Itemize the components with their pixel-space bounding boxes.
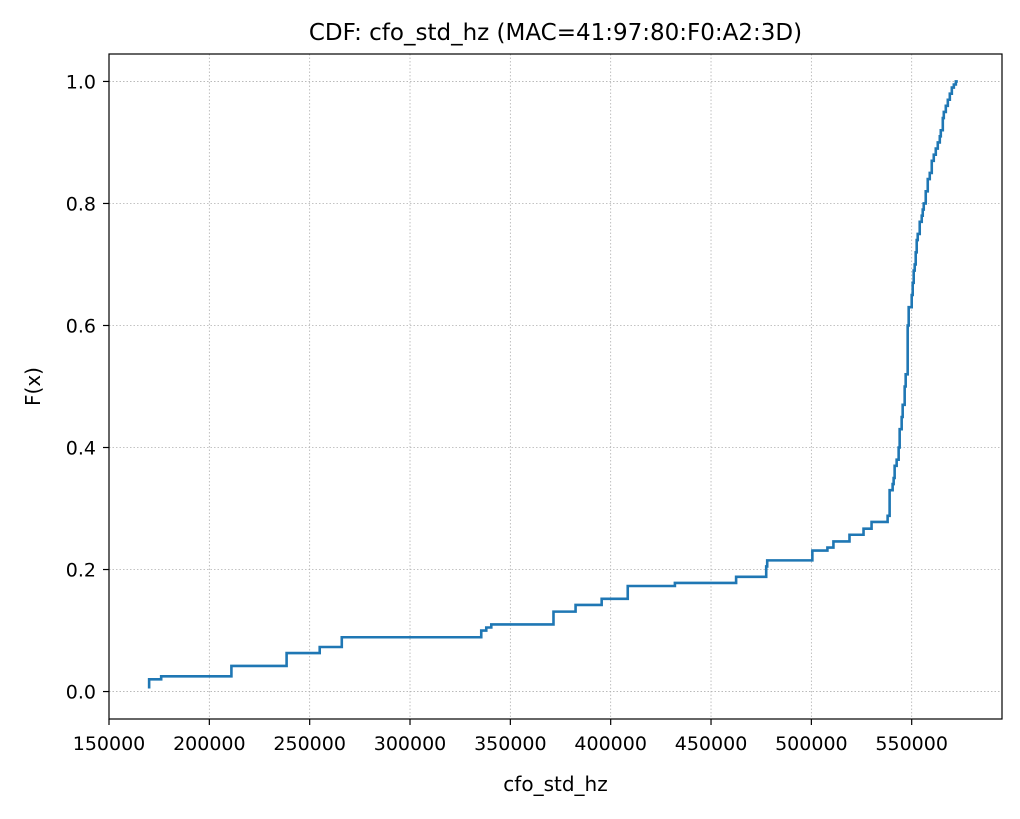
x-tick-label: 150000: [73, 733, 146, 755]
y-tick-label: 0.0: [66, 682, 96, 704]
x-tick-label: 500000: [775, 733, 848, 755]
y-tick-label: 0.2: [66, 560, 96, 582]
x-tick-label: 400000: [574, 733, 647, 755]
plot-area-frame: [108, 53, 1003, 720]
x-axis-label: cfo_std_hz: [503, 772, 607, 796]
series-layer: [147, 80, 958, 689]
cdf-series-line: [147, 80, 958, 689]
x-tick-label: 250000: [273, 733, 346, 755]
y-tick-label: 0.8: [66, 193, 96, 215]
y-axis-label: F(x): [21, 367, 45, 406]
x-tick-label: 550000: [875, 733, 948, 755]
x-tick-label: 450000: [675, 733, 748, 755]
x-tick-label: 300000: [374, 733, 447, 755]
y-tick-label: 0.6: [66, 315, 96, 337]
x-tick-label: 200000: [173, 733, 246, 755]
y-axis-ticks: 0.0 0.2 0.4 0.6 0.8 1.0: [66, 71, 109, 704]
y-tick-label: 0.4: [66, 438, 96, 460]
x-tick-label: 350000: [474, 733, 547, 755]
y-tick-label: 1.0: [66, 71, 96, 93]
grid-lines: [108, 54, 1002, 719]
x-axis-ticks: 150000 200000 250000 300000 350000 400000 4500…: [73, 719, 948, 755]
chart-title: CDF: cfo_std_hz (MAC=41:97:80:F0:A2:3D): [309, 20, 802, 46]
